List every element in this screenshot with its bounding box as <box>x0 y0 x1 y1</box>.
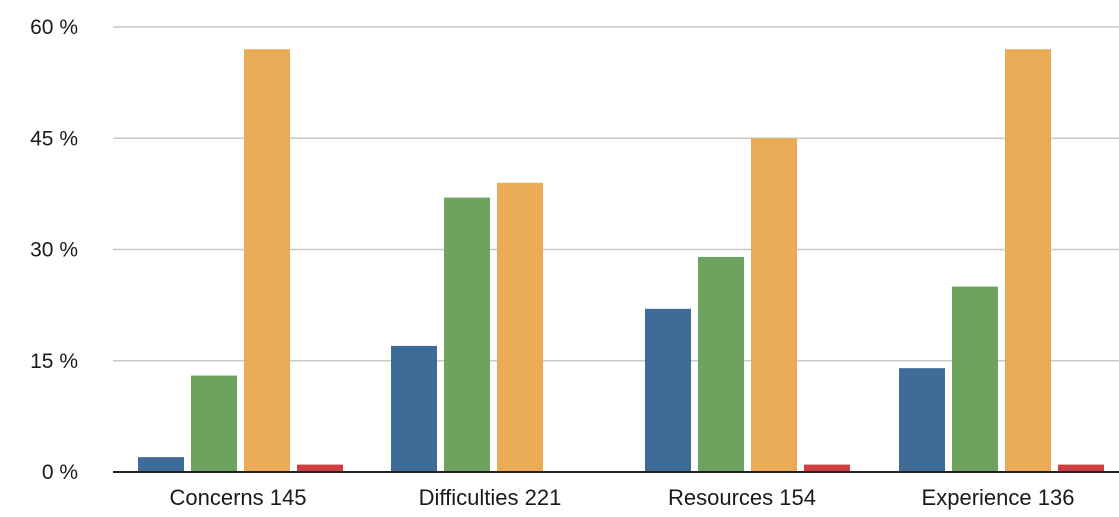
bar <box>391 345 437 472</box>
bar <box>751 138 797 472</box>
bar <box>899 368 945 472</box>
bar <box>244 49 290 472</box>
x-category-label: Experience 136 <box>922 485 1075 510</box>
x-axis-category-labels: Concerns 145 Difficulties 221 Resources 15… <box>170 485 1075 510</box>
y-tick-label: 45 % <box>30 127 78 150</box>
bar <box>138 457 184 472</box>
x-category-label: Difficulties 221 <box>419 485 562 510</box>
bar <box>804 464 850 472</box>
bar <box>191 375 237 472</box>
bar <box>1005 49 1051 472</box>
y-tick-label: 15 % <box>30 350 78 373</box>
bar <box>1058 464 1104 472</box>
bar <box>297 464 343 472</box>
bars <box>138 49 1104 473</box>
y-axis-tick-labels: 0 % 15 % 30 % 45 % 60 % <box>30 16 78 484</box>
y-tick-label: 60 % <box>30 16 78 39</box>
y-tick-label: 0 % <box>42 461 78 484</box>
y-tick-label: 30 % <box>30 239 78 262</box>
bar <box>952 286 998 472</box>
bar <box>497 182 543 472</box>
x-category-label: Concerns 145 <box>170 485 307 510</box>
bar <box>444 197 490 473</box>
bar <box>645 308 691 472</box>
x-category-label: Resources 154 <box>668 485 816 510</box>
bar <box>698 256 744 472</box>
